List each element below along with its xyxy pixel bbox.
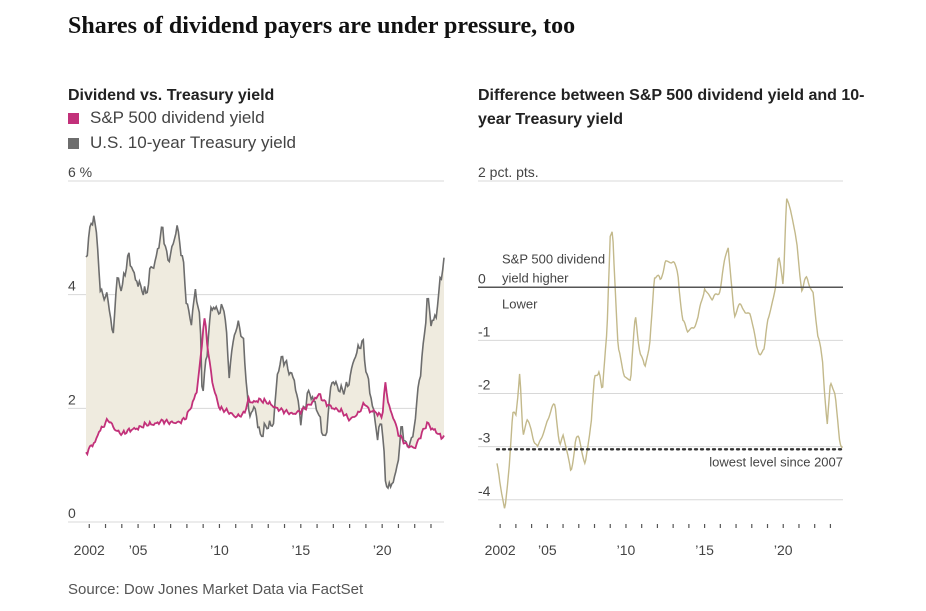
legend-item-treasury: U.S. 10-year Treasury yield	[68, 133, 296, 153]
dividend-swatch	[68, 112, 79, 124]
right-xtick-label: ’15	[695, 542, 714, 558]
right-xtick-label: ’20	[774, 542, 793, 558]
legend-item-dividend: S&P 500 dividend yield	[68, 108, 265, 128]
left-xtick-label: ’05	[129, 542, 148, 558]
left-chart-title: Dividend vs. Treasury yield	[68, 87, 275, 104]
legend-label-treasury: U.S. 10-year Treasury yield	[90, 133, 296, 152]
right-ytick-label: -3	[478, 430, 491, 446]
right-ytick-label: 0	[478, 270, 486, 286]
shaded-area	[86, 215, 444, 489]
headline: Shares of dividend payers are under pres…	[68, 13, 576, 39]
right-ytick-label: 2 pct. pts.	[478, 164, 539, 180]
zero-line-label-below: Lower	[502, 296, 538, 311]
source-note: Source: Dow Jones Market Data via FactSe…	[68, 581, 364, 598]
right-xtick-label: ’10	[617, 542, 636, 558]
right-xtick-label: ’05	[538, 542, 557, 558]
left-xtick-label: 2002	[74, 542, 105, 558]
left-ytick-label: 2	[68, 391, 76, 407]
legend-label-dividend: S&P 500 dividend yield	[90, 108, 265, 127]
left-xtick-label: ’15	[291, 542, 310, 558]
right-xtick-label: 2002	[485, 542, 516, 558]
left-ytick-label: 4	[68, 278, 76, 294]
right-ytick-label: -1	[478, 323, 491, 339]
yield-difference-line	[496, 198, 843, 509]
left-ytick-label: 6 %	[68, 164, 92, 180]
left-xtick-label: ’10	[210, 542, 229, 558]
right-ytick-label: -4	[478, 483, 491, 499]
dividend-yield-line	[85, 318, 445, 457]
left-xtick-label: ’20	[373, 542, 392, 558]
reference-line-label: lowest level since 2007	[709, 454, 843, 469]
treasury-yield-line	[85, 215, 445, 490]
zero-line-label-above: yield higher	[502, 270, 569, 285]
right-ytick-label: -2	[478, 377, 491, 393]
treasury-swatch	[68, 137, 79, 149]
left-ytick-label: 0	[68, 505, 76, 521]
zero-line-label-above: S&P 500 dividend	[502, 251, 605, 266]
right-chart-title: Difference between S&P 500 dividend yiel…	[478, 87, 865, 128]
